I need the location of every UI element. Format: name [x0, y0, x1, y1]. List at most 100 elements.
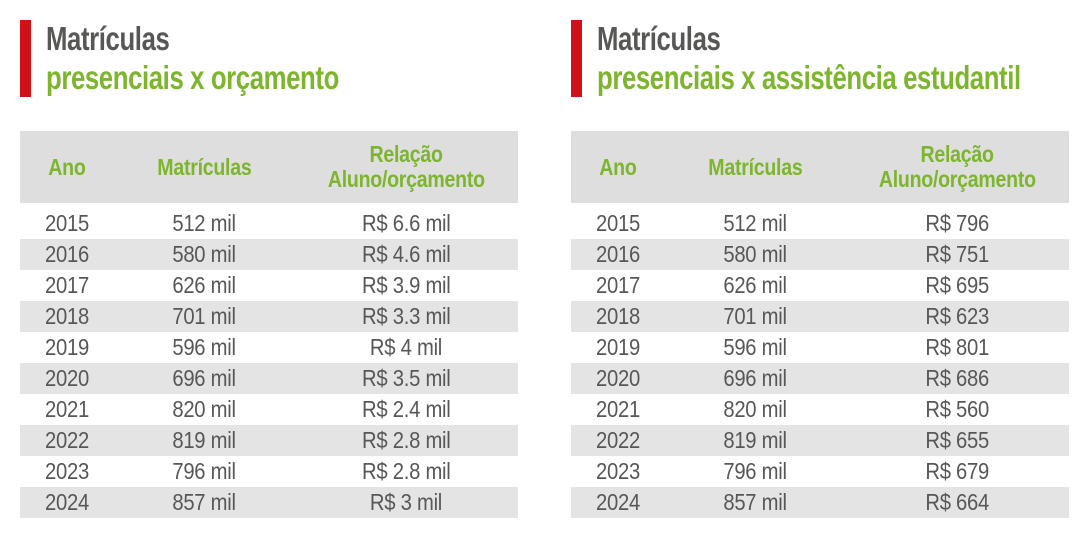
- panel-assistencia: Matrículas presenciais x assistência est…: [571, 0, 1069, 543]
- table-cell: 2020: [20, 363, 115, 394]
- table-row: 2024 857 mil R$ 664: [571, 487, 1069, 518]
- table-cell: R$ 655: [845, 425, 1069, 456]
- cell-value: 701 mil: [723, 303, 788, 329]
- cell-value: 2018: [596, 303, 641, 329]
- table-cell: 2023: [20, 456, 115, 487]
- table-cell: R$ 623: [845, 301, 1069, 332]
- table-cell: R$ 2.4 mil: [294, 394, 518, 425]
- cell-value: R$ 4.6 mil: [361, 241, 451, 267]
- table-row: 2021 820 mil R$ 2.4 mil: [20, 394, 518, 425]
- table-cell: 701 mil: [115, 301, 294, 332]
- cell-value: R$ 801: [925, 334, 989, 360]
- table-cell: R$ 3.9 mil: [294, 270, 518, 301]
- title-line2: presenciais x orçamento: [46, 58, 422, 97]
- cell-value: 580 mil: [172, 241, 237, 267]
- table-header: Ano Matrículas Relação Aluno/orçamento: [571, 131, 1069, 203]
- table-cell: R$ 2.8 mil: [294, 425, 518, 456]
- header-relacao-line1: Relação: [920, 141, 994, 167]
- cell-value: 820 mil: [172, 396, 237, 422]
- table-row: 2017 626 mil R$ 695: [571, 270, 1069, 301]
- cell-value: R$ 2.8 mil: [361, 458, 451, 484]
- cell-value: R$ 4 mil: [369, 334, 442, 360]
- cell-value: 596 mil: [172, 334, 237, 360]
- table-cell: 2019: [571, 332, 666, 363]
- table-cell: 819 mil: [666, 425, 845, 456]
- table-cell: 596 mil: [666, 332, 845, 363]
- table-cell: 820 mil: [115, 394, 294, 425]
- table-row: 2018 701 mil R$ 623: [571, 301, 1069, 332]
- table-cell: 626 mil: [115, 270, 294, 301]
- cell-value: R$ 695: [925, 272, 989, 298]
- cell-value: R$ 751: [925, 241, 989, 267]
- cell-value: 2023: [596, 458, 641, 484]
- table-row: 2018 701 mil R$ 3.3 mil: [20, 301, 518, 332]
- cell-value: R$ 3.9 mil: [361, 272, 451, 298]
- table-row: 2015 512 mil R$ 6.6 mil: [20, 208, 518, 239]
- table-cell: R$ 3.3 mil: [294, 301, 518, 332]
- table-cell: 512 mil: [115, 208, 294, 239]
- cell-value: R$ 560: [925, 396, 989, 422]
- cell-value: R$ 3.3 mil: [361, 303, 451, 329]
- title-text: Matrículas presenciais x orçamento: [46, 20, 422, 97]
- table-cell: R$ 801: [845, 332, 1069, 363]
- table-cell: R$ 3.5 mil: [294, 363, 518, 394]
- table-cell: R$ 4 mil: [294, 332, 518, 363]
- cell-value: 696 mil: [723, 365, 788, 391]
- table-row: 2022 819 mil R$ 655: [571, 425, 1069, 456]
- cell-value: 2019: [45, 334, 90, 360]
- panel-orcamento: Matrículas presenciais x orçamento Ano M…: [20, 0, 518, 543]
- table-cell: 796 mil: [666, 456, 845, 487]
- table-cell: 820 mil: [666, 394, 845, 425]
- cell-value: R$ 686: [925, 365, 989, 391]
- title-line1-text: Matrículas: [597, 20, 721, 57]
- cell-value: 2020: [45, 365, 90, 391]
- header-relacao-line2: Aluno/orçamento: [327, 166, 485, 192]
- cell-value: R$ 655: [925, 427, 989, 453]
- table-cell: 626 mil: [666, 270, 845, 301]
- table-cell: 2021: [571, 394, 666, 425]
- table-cell: R$ 695: [845, 270, 1069, 301]
- cell-value: 2016: [45, 241, 90, 267]
- table-cell: 2017: [20, 270, 115, 301]
- header-matriculas-label: Matrículas: [157, 153, 252, 180]
- table-cell: 2019: [20, 332, 115, 363]
- cell-value: 2020: [596, 365, 641, 391]
- header-relacao: Relação Aluno/orçamento: [845, 131, 1069, 203]
- cell-value: R$ 623: [925, 303, 989, 329]
- table-row: 2020 696 mil R$ 3.5 mil: [20, 363, 518, 394]
- table-row: 2021 820 mil R$ 560: [571, 394, 1069, 425]
- cell-value: 796 mil: [172, 458, 237, 484]
- data-table-assistencia: Ano Matrículas Relação Aluno/orçamento 2…: [571, 131, 1069, 518]
- cell-value: 820 mil: [723, 396, 788, 422]
- table-cell: 2024: [571, 487, 666, 518]
- title-line2-text: presenciais x orçamento: [46, 59, 339, 96]
- cell-value: 2016: [596, 241, 641, 267]
- table-cell: 2021: [20, 394, 115, 425]
- cell-value: 2024: [596, 489, 641, 515]
- header-ano: Ano: [571, 131, 666, 203]
- table-cell: 2018: [20, 301, 115, 332]
- cell-value: R$ 2.4 mil: [361, 396, 451, 422]
- header-matriculas: Matrículas: [666, 131, 845, 203]
- table-cell: 796 mil: [115, 456, 294, 487]
- table-cell: 596 mil: [115, 332, 294, 363]
- table-cell: 2022: [20, 425, 115, 456]
- cell-value: 857 mil: [172, 489, 237, 515]
- cell-value: 626 mil: [172, 272, 237, 298]
- title-text: Matrículas presenciais x assistência est…: [597, 20, 1080, 97]
- table-row: 2020 696 mil R$ 686: [571, 363, 1069, 394]
- cell-value: 2018: [45, 303, 90, 329]
- table-row: 2016 580 mil R$ 4.6 mil: [20, 239, 518, 270]
- table-row: 2015 512 mil R$ 796: [571, 208, 1069, 239]
- table-row: 2022 819 mil R$ 2.8 mil: [20, 425, 518, 456]
- cell-value: R$ 679: [925, 458, 989, 484]
- table-cell: R$ 679: [845, 456, 1069, 487]
- table-row: 2023 796 mil R$ 679: [571, 456, 1069, 487]
- header-matriculas: Matrículas: [115, 131, 294, 203]
- title-line1-text: Matrículas: [46, 20, 170, 57]
- table-cell: 2016: [571, 239, 666, 270]
- cell-value: 2021: [596, 396, 641, 422]
- cell-value: 2017: [45, 272, 90, 298]
- cell-value: R$ 6.6 mil: [361, 210, 451, 236]
- header-matriculas-label: Matrículas: [708, 153, 803, 180]
